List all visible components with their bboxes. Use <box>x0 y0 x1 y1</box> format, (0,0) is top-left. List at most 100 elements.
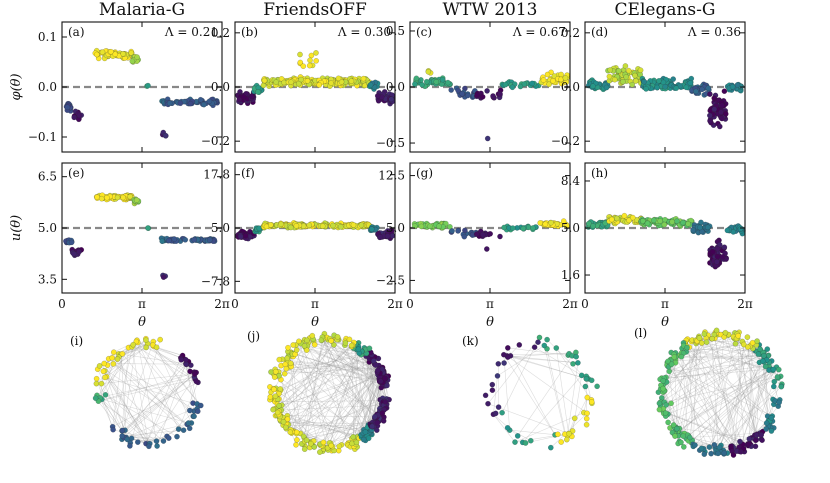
data-point <box>479 94 486 100</box>
data-point <box>734 82 741 88</box>
panel-label: (b) <box>241 25 258 39</box>
network-edge <box>361 351 387 400</box>
network-edge <box>351 365 377 446</box>
network-edge <box>145 357 182 444</box>
y-tick-label: 5.0 <box>386 221 405 235</box>
data-point <box>455 87 462 94</box>
network-edge <box>714 338 739 450</box>
network-edge <box>366 365 377 433</box>
network-edge <box>280 365 364 440</box>
data-point <box>384 233 391 239</box>
panel-a: Malaria-G 0.1 0.0 −0.1 (a) Λ = 0.21 φ(θ) <box>9 0 223 153</box>
network-node <box>382 375 388 382</box>
network-node <box>281 370 288 377</box>
data-point <box>449 227 455 234</box>
network-edge <box>503 354 510 431</box>
network-node <box>98 380 105 387</box>
network-node <box>778 383 785 390</box>
network-edge <box>661 344 751 379</box>
panel-label: (f) <box>241 166 255 180</box>
data-point <box>656 78 662 84</box>
network-edge <box>105 394 178 437</box>
network-edge <box>129 339 161 446</box>
network-node <box>698 445 705 452</box>
data-point <box>680 219 686 226</box>
data-point <box>705 85 712 91</box>
network-edge <box>277 360 374 405</box>
network-node <box>294 436 300 443</box>
data-point <box>419 82 425 88</box>
data-point <box>166 237 172 244</box>
network-edge <box>684 343 763 441</box>
network-node <box>571 415 578 422</box>
network-edge <box>156 363 187 447</box>
data-point <box>562 75 569 81</box>
data-point <box>540 77 547 83</box>
data-point <box>388 96 395 103</box>
data-point <box>99 49 106 56</box>
network-l: (l) <box>634 326 785 458</box>
network-edges <box>95 338 202 447</box>
network-node <box>722 329 729 336</box>
data-point <box>737 226 744 232</box>
network-edge <box>145 364 187 444</box>
data-point <box>685 221 691 227</box>
network-edge <box>118 357 150 444</box>
x-tick-label: π <box>138 297 146 311</box>
network-node <box>764 346 771 352</box>
data-point <box>651 217 657 224</box>
network-edge <box>296 349 321 453</box>
network-edge <box>106 376 170 439</box>
data-point <box>707 118 713 124</box>
network-edge <box>723 335 758 435</box>
x-tick-label: 2π <box>737 297 753 311</box>
data-point <box>114 194 121 201</box>
network-i: (i) <box>70 334 204 450</box>
network-edge <box>121 347 129 431</box>
network-node <box>681 444 687 450</box>
network-node <box>738 448 744 455</box>
panel-g: 12.5 5.0 −2.50 π 2π (g) θ <box>376 162 578 330</box>
network-edge <box>493 414 518 437</box>
network-node <box>284 416 291 423</box>
network-node <box>153 438 160 444</box>
y-tick-label: 0.5 <box>386 24 405 38</box>
data-point <box>166 100 173 106</box>
network-edge <box>303 397 383 437</box>
network-edge <box>323 373 380 450</box>
network-edge <box>279 359 380 370</box>
network-node <box>500 351 507 358</box>
network-k: (k) <box>462 334 600 451</box>
network-edge <box>507 347 573 357</box>
y-tick-label: 5.0 <box>211 221 230 235</box>
network-edge <box>747 346 768 417</box>
network-edge <box>534 346 582 376</box>
data-point <box>611 76 618 83</box>
data-point <box>662 83 669 90</box>
network-edge <box>118 353 186 365</box>
panel-label: (k) <box>462 334 479 348</box>
data-point <box>517 83 524 90</box>
network-edge <box>287 361 385 418</box>
panel-c: WTW 2013 0.5 0.0 −0.5 (c) Λ = 0.67 <box>376 0 571 153</box>
data-point <box>112 51 118 58</box>
network-edge <box>692 369 770 441</box>
panel-label: (i) <box>70 334 83 348</box>
network-edge <box>275 361 370 372</box>
network-node <box>482 392 489 399</box>
data-point <box>160 274 167 281</box>
network-edge <box>666 350 756 406</box>
network-edge <box>355 369 380 445</box>
data-point <box>134 54 140 60</box>
data-point <box>509 225 516 231</box>
panel-label: (c) <box>416 25 432 39</box>
network-edge <box>686 348 756 352</box>
network-node <box>741 341 747 348</box>
network-edge <box>322 337 373 429</box>
network-edge <box>147 343 199 383</box>
network-node <box>114 356 121 363</box>
network-edge <box>287 351 381 383</box>
network-edge <box>137 342 191 411</box>
data-point <box>159 238 165 244</box>
network-edge <box>275 339 338 416</box>
